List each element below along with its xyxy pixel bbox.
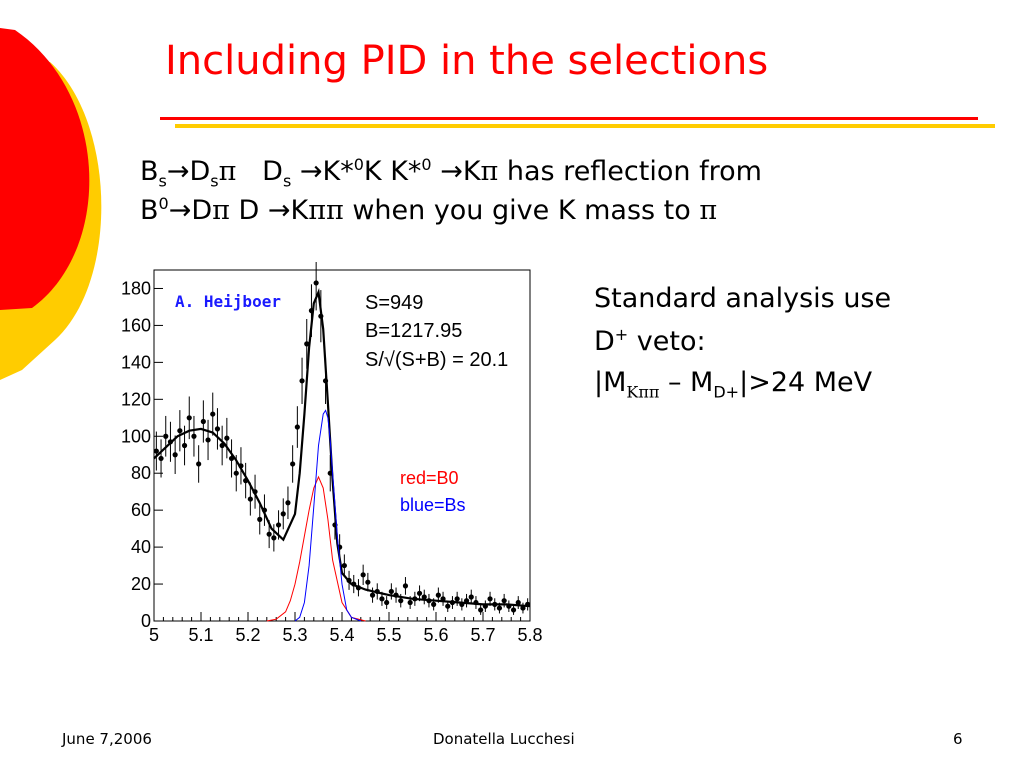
data-point [271,535,277,541]
side-text-line-1: Standard analysis use [594,283,892,314]
footer-page-number: 6 [953,730,963,748]
data-point [196,461,202,467]
plot-area [153,269,531,622]
data-point [294,424,300,430]
slide-title: Including PID in the selections [165,38,769,84]
data-point [285,500,291,506]
data-point [210,411,216,417]
data-point [431,601,437,607]
y-tick-label: 160 [121,315,151,335]
y-tick-label: 60 [131,500,151,520]
data-point [299,378,305,384]
data-point [388,588,394,595]
data-point [181,442,188,449]
y-tick-label: 20 [131,574,151,594]
x-tick-label: 5.6 [423,625,448,645]
data-point [163,433,169,439]
data-point [313,280,319,286]
x-tick-label: 5.2 [235,625,260,645]
data-point [384,599,390,606]
data-point [191,433,197,439]
title-rule-gold [175,124,995,128]
data-point [280,511,286,517]
data-point [290,461,296,467]
bullet-line-1: Bs→Dsπ Ds →K*0K K*0 →Kπ has reflection f… [140,155,762,191]
legend-red-label: red=B0 [400,468,459,488]
signal-count-label: S=949 [365,292,423,314]
footer-author: Donatella Lucchesi [433,730,575,748]
plot-ticks: 5 5.1 5.2 5.3 5.4 5.5 5.6 5.7 5.8 0 20 40 60 80 100 120… [121,278,543,645]
data-point [172,452,178,458]
fit-curve-bs [294,409,361,622]
data-point [214,426,221,432]
data-point [360,572,366,578]
x-tick-label: 5.4 [329,625,354,645]
data-point [224,435,230,441]
bullet-line-2: B0→Dπ D →Kππ when you give K mass to π [140,194,718,226]
data-point [158,455,164,462]
data-point [402,583,409,589]
data-point [398,598,404,604]
decorative-arcs [0,28,102,380]
author-label: A. Heijboer [175,292,281,311]
data-point [407,599,413,606]
data-point [416,590,423,596]
y-tick-label: 0 [141,611,151,631]
data-point [515,599,521,606]
x-tick-label: 5.5 [376,625,401,645]
plot-series [153,262,531,622]
x-tick-label: 5.8 [517,625,542,645]
y-tick-label: 140 [121,352,151,372]
data-point [421,594,427,600]
x-tick-label: 5.1 [188,625,213,645]
data-point [487,596,493,602]
x-tick-label: 5.7 [470,625,495,645]
y-tick-label: 40 [131,537,151,557]
significance-label: S/√(S+B) = 20.1 [365,349,508,371]
y-tick-label: 100 [121,426,151,446]
legend-blue-label: blue=Bs [400,495,466,515]
title-rule-red [160,117,978,120]
data-point [501,598,507,604]
data-point [205,437,211,443]
red-arc-shape [0,28,90,310]
side-text-line-3: |MKππ – MD+|>24 MeV [594,367,873,402]
data-point [153,448,159,454]
y-tick-label: 80 [131,463,151,483]
footer-date: June 7,2006 [62,730,152,748]
data-point [304,341,310,347]
plot-annotations: A. Heijboer S=949 B=1217.95 S/√(S+B) = 2… [175,292,508,515]
x-tick-label: 5 [149,625,159,645]
data-point [496,605,503,611]
data-point [341,562,347,569]
data-point [445,603,451,609]
data-point [257,516,263,522]
data-point [233,470,239,476]
data-point [478,607,484,613]
data-point [177,428,183,434]
plot-frame [153,269,531,622]
data-point [468,594,474,600]
data-point [379,596,385,602]
data-point [275,522,282,528]
data-point [247,496,253,502]
data-point [200,418,206,425]
fit-curve-total [153,288,531,608]
x-tick-label: 5.3 [282,625,307,645]
background-count-label: B=1217.95 [365,320,462,342]
fit-curve-b0 [266,475,366,622]
data-point [435,592,441,598]
data-point [186,415,192,421]
mass-distribution-plot: 5 5.1 5.2 5.3 5.4 5.5 5.6 5.7 5.8 0 20 40 60 80 100 120… [121,262,543,645]
side-text-line-2: D+ veto: [594,325,706,357]
data-point [454,596,460,602]
data-point [369,592,376,598]
data-point [510,607,517,613]
data-point [266,531,272,537]
data-point [365,579,371,585]
y-tick-label: 120 [121,389,151,409]
y-tick-label: 180 [121,278,151,298]
